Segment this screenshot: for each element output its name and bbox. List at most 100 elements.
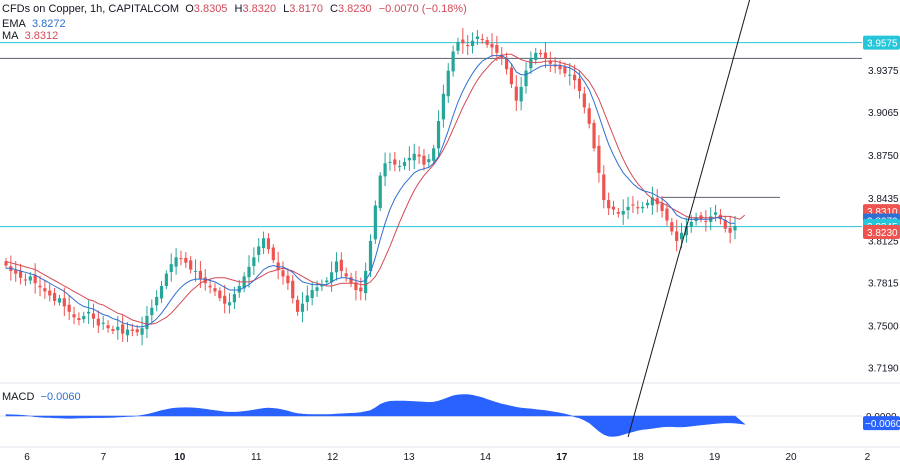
level-lines [0, 42, 862, 228]
candle-body [563, 66, 567, 74]
candle-body [349, 277, 353, 284]
candle-body [626, 206, 630, 211]
candle-body [373, 205, 377, 240]
candle-body [189, 260, 193, 270]
candle-body [490, 43, 494, 48]
x-tick-label: 19 [709, 452, 721, 463]
candle-body [218, 290, 222, 299]
candle-body [28, 276, 32, 281]
candle-body [242, 276, 246, 289]
candle-body [14, 270, 18, 274]
candle-body [670, 222, 674, 232]
y-tick-label: 3.7815 [868, 279, 899, 290]
candle-body [475, 36, 480, 39]
candle-body [543, 52, 548, 59]
macd-legend: MACD −0.0060 [2, 390, 81, 405]
candle-body [393, 159, 397, 165]
candle-body [514, 86, 518, 101]
candle-body [607, 200, 611, 209]
candle-body [689, 221, 693, 227]
symbol-legend: CFDs on Copper, 1h, CAPITALCOM O3.8305 H… [2, 2, 471, 17]
candle-body [300, 303, 305, 312]
candle-body [291, 280, 295, 299]
candle-body [305, 295, 309, 303]
candle-body [125, 329, 130, 336]
y-tick-label: 3.7500 [868, 321, 899, 332]
candle-body [281, 270, 285, 277]
candle-body [509, 67, 514, 85]
candle-body [728, 227, 732, 233]
candle-body [660, 203, 664, 211]
price-label-box [863, 224, 900, 239]
candle-body [315, 287, 319, 291]
candle-body [577, 78, 582, 92]
candle-body [684, 225, 688, 236]
candle-body [407, 157, 411, 161]
candle-body [602, 174, 606, 201]
x-tick-label: 13 [403, 452, 415, 463]
ma-legend: MA 3.8312 [2, 29, 58, 44]
candle-body [529, 58, 533, 69]
candle-body [57, 298, 62, 303]
candle-body [539, 52, 543, 55]
macd-value: −0.0060 [40, 391, 81, 403]
candle-body [208, 285, 212, 288]
ma-line [5, 53, 746, 325]
candle-body [286, 275, 290, 284]
macd-pane [0, 0, 862, 438]
y-tick-label: 3.8125 [868, 236, 899, 247]
candle-body [485, 40, 489, 45]
candle-body [645, 202, 650, 206]
candle-body [636, 207, 640, 209]
candle-body [364, 270, 368, 294]
candle-body [402, 161, 407, 167]
candle-body [500, 54, 504, 59]
candle-body [121, 324, 125, 334]
price-label-text: 3.9575 [867, 39, 898, 50]
x-tick-label: 11 [251, 452, 262, 463]
candle-body [699, 215, 703, 220]
candle-body [621, 210, 625, 215]
candle-body [48, 290, 52, 296]
candle-body [252, 257, 256, 267]
candle-body [38, 285, 42, 288]
candle-body [271, 247, 275, 261]
x-tick-label: 6 [24, 452, 30, 463]
close-value: 3.8230 [337, 3, 372, 15]
candle-body [261, 238, 266, 249]
price-label-text: 3.8230 [867, 228, 898, 239]
candle-body [436, 121, 441, 149]
candle-body [718, 214, 723, 220]
candle-body [548, 60, 552, 64]
candle-body [378, 175, 382, 208]
macd-label: MACD [2, 391, 35, 403]
candle-body [193, 270, 198, 272]
candle-body [446, 70, 450, 97]
candle-body [257, 246, 261, 255]
candle-body [558, 65, 562, 70]
candle-body [87, 311, 91, 314]
candle-body [611, 206, 616, 210]
candle-body [145, 315, 149, 330]
candle-body [451, 51, 455, 72]
candle-body [495, 44, 499, 53]
candle-body [223, 295, 227, 304]
candle-body [665, 208, 669, 221]
candle-body [427, 159, 431, 163]
candle-body [325, 280, 329, 283]
candle-body [587, 108, 591, 124]
candle-body [67, 304, 71, 312]
candle-body [650, 197, 654, 206]
grid-layer [0, 382, 900, 448]
macd-divergence-line [627, 0, 751, 438]
candle-body [116, 326, 120, 331]
high-label: H [234, 3, 243, 15]
candle-body [72, 314, 76, 318]
candle-body [480, 38, 484, 40]
candle-body [368, 240, 373, 271]
candle-body [164, 273, 168, 286]
candle-body [96, 318, 100, 326]
candle-body [723, 219, 727, 229]
